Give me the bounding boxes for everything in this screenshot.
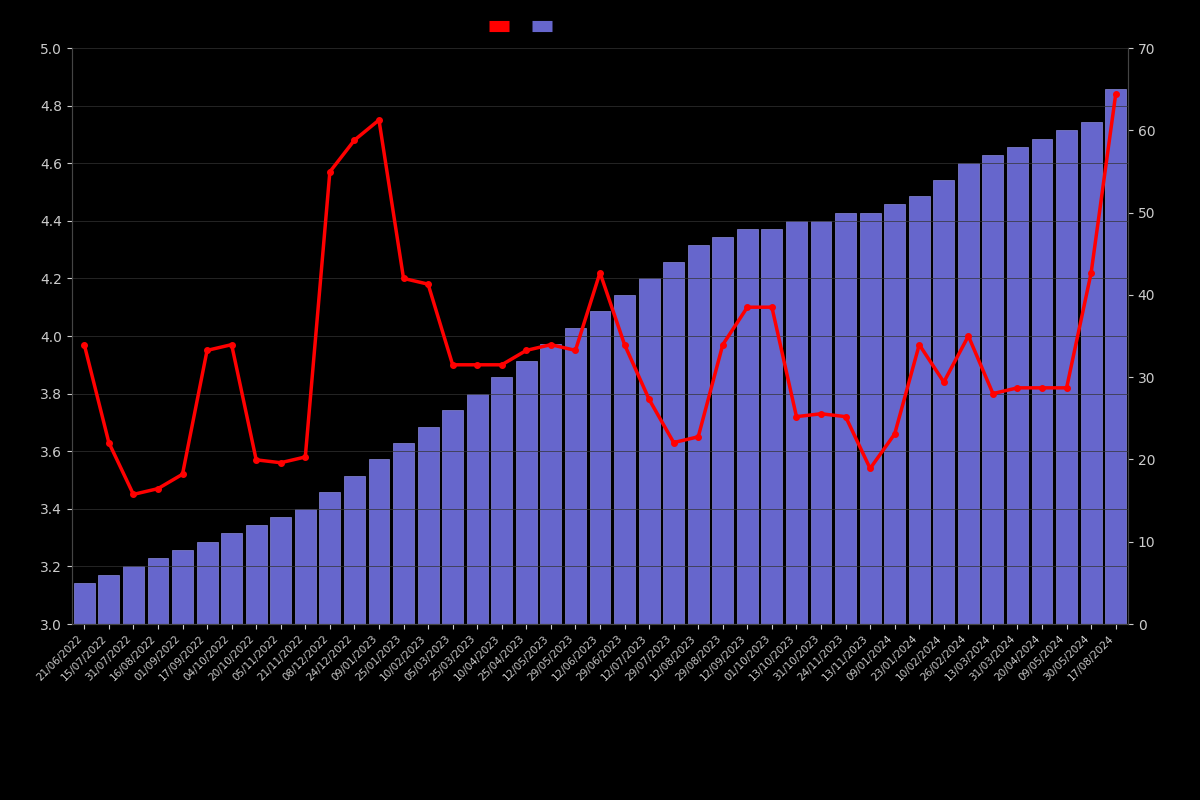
Bar xyxy=(688,246,709,624)
Bar xyxy=(319,492,341,624)
Bar xyxy=(122,566,144,624)
Legend: , : , xyxy=(488,20,564,34)
Bar xyxy=(934,180,954,624)
Bar xyxy=(221,534,242,624)
Bar xyxy=(540,344,562,624)
Bar xyxy=(859,213,881,624)
Bar xyxy=(762,229,782,624)
Bar xyxy=(74,583,95,624)
Bar xyxy=(270,517,292,624)
Bar xyxy=(908,196,930,624)
Bar xyxy=(394,443,414,624)
Bar xyxy=(664,262,684,624)
Bar xyxy=(443,410,463,624)
Bar xyxy=(958,163,979,624)
Bar xyxy=(713,238,733,624)
Bar xyxy=(418,426,438,624)
Bar xyxy=(1081,122,1102,624)
Bar xyxy=(1056,130,1078,624)
Bar xyxy=(246,526,266,624)
Bar xyxy=(172,550,193,624)
Bar xyxy=(884,204,905,624)
Bar xyxy=(344,476,365,624)
Bar xyxy=(614,295,635,624)
Bar xyxy=(491,377,512,624)
Bar xyxy=(1032,138,1052,624)
Bar xyxy=(565,328,586,624)
Bar xyxy=(98,574,119,624)
Bar xyxy=(1007,146,1028,624)
Bar xyxy=(197,542,217,624)
Bar xyxy=(148,558,168,624)
Bar xyxy=(983,155,1003,624)
Bar xyxy=(589,311,611,624)
Bar xyxy=(467,394,487,624)
Bar xyxy=(835,213,856,624)
Bar xyxy=(638,278,660,624)
Bar xyxy=(810,221,832,624)
Bar xyxy=(368,459,390,624)
Bar xyxy=(516,361,536,624)
Bar xyxy=(786,221,806,624)
Bar xyxy=(295,509,316,624)
Bar xyxy=(1105,89,1126,624)
Bar xyxy=(737,229,757,624)
